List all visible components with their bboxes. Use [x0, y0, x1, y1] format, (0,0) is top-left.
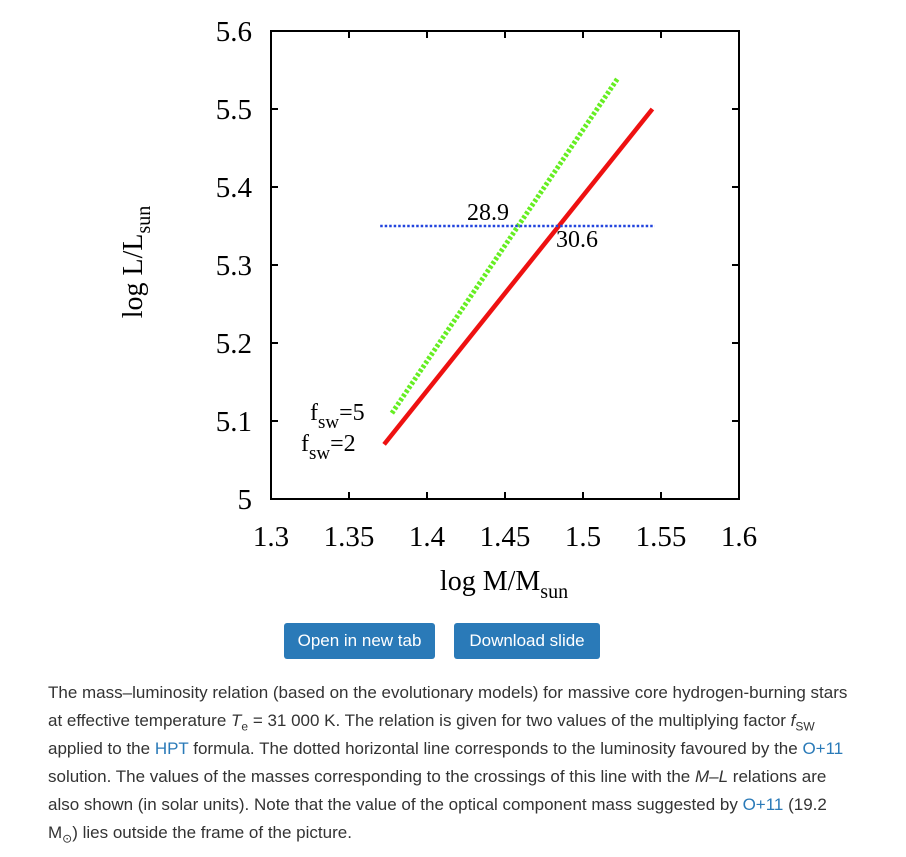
y-tick-label: 5.6 [216, 16, 252, 48]
x-tick-label: 1.6 [721, 521, 757, 553]
series-line-0 [389, 76, 621, 415]
hpt-link[interactable]: HPT [154, 739, 189, 758]
x-tick-label: 1.55 [636, 521, 687, 553]
mass-luminosity-chart: 1.3 1.35 1.4 1.45 1.5 1.55 1.6 5 5.1 5.2 5.3 5.4 5.5… [118, 16, 757, 603]
download-slide-button[interactable]: Download slide [454, 623, 600, 659]
axis-ticks [270, 30, 740, 500]
y-axis-label: log L/Lsun [118, 206, 155, 319]
annotation-28-9: 28.9 [467, 200, 509, 226]
x-tick-label: 1.35 [324, 521, 375, 553]
y-tick-label: 5.4 [216, 172, 253, 204]
x-tick-label: 1.3 [253, 521, 289, 553]
series-line-1 [382, 107, 655, 446]
o11-link[interactable]: O+11 [802, 739, 844, 758]
o11-link-2[interactable]: O+11 [742, 795, 784, 814]
figure-caption: The mass–luminosity relation (based on t… [48, 683, 848, 846]
tick-labels: 1.3 1.35 1.4 1.45 1.5 1.55 1.6 5 5.1 5.2 5.3 5.4 5.5… [216, 16, 757, 553]
x-tick-label: 1.45 [480, 521, 531, 553]
x-tick-label: 1.4 [409, 521, 446, 553]
series-label-fsw2: fsw=2 [301, 431, 356, 464]
plot-frame [270, 30, 740, 500]
series-label-fsw5: fsw=5 [310, 400, 365, 433]
open-in-new-tab-button[interactable]: Open in new tab [284, 623, 435, 659]
y-tick-label: 5.5 [216, 94, 252, 126]
y-tick-label: 5.1 [216, 406, 252, 438]
y-tick-label: 5 [238, 484, 253, 516]
y-tick-label: 5.3 [216, 250, 252, 282]
y-tick-label: 5.2 [216, 328, 252, 360]
series-layer [380, 76, 655, 446]
x-axis-label: log M/Msun [440, 566, 568, 603]
annotation-30-6: 30.6 [556, 227, 598, 253]
x-tick-label: 1.5 [565, 521, 601, 553]
